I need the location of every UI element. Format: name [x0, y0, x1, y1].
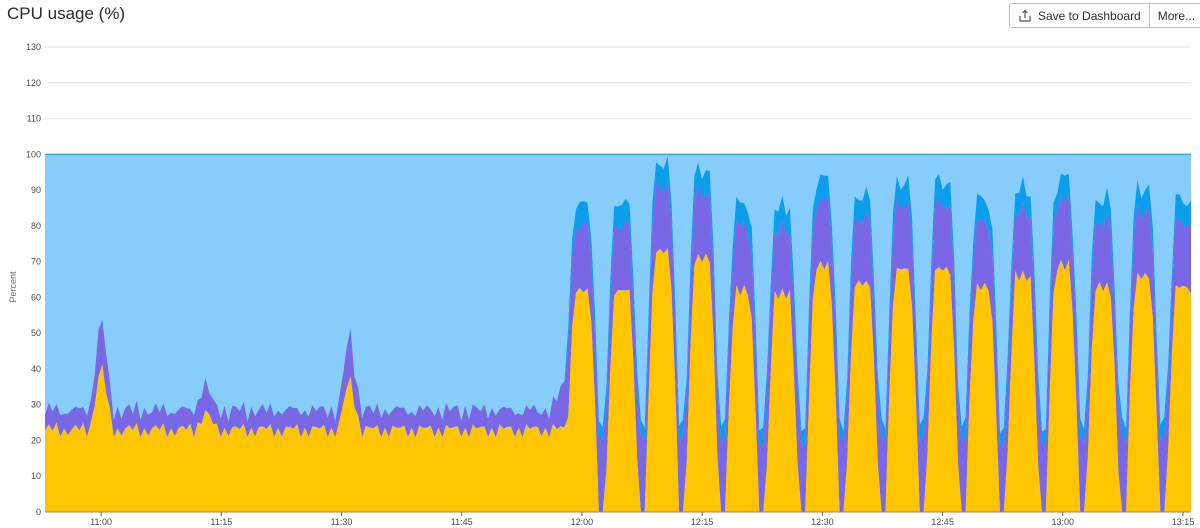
x-tick-label: 12:45	[931, 517, 954, 527]
x-tick-label: 13:15	[1172, 517, 1195, 527]
x-tick-label: 12:15	[691, 517, 714, 527]
y-axis-label: Percent	[8, 271, 18, 303]
y-tick-label: 90	[31, 185, 41, 195]
x-tick-label: 11:45	[451, 517, 473, 527]
y-tick-label: 130	[26, 42, 41, 52]
y-tick-label: 100	[26, 149, 41, 159]
system-area	[45, 156, 1191, 445]
y-tick-label: 0	[36, 507, 41, 517]
y-tick-label: 10	[31, 471, 41, 481]
save-to-dashboard-label: Save to Dashboard	[1038, 8, 1141, 23]
y-tick-label: 40	[31, 364, 41, 374]
y-tick-label: 60	[31, 292, 41, 302]
chart-actions: Save to Dashboard More...	[1009, 3, 1200, 28]
x-axis: 11:00 11:15 11:30 11:45 12:00 12:15 12:30 12:45…	[45, 511, 1195, 527]
y-tick-label: 70	[31, 257, 41, 267]
steal-area	[45, 248, 1191, 513]
page-title: CPU usage (%)	[7, 4, 126, 23]
save-to-dashboard-button[interactable]: Save to Dashboard	[1010, 4, 1149, 27]
user-area	[45, 180, 1191, 512]
y-tick-label: 110	[27, 114, 41, 124]
y-tick-label: 80	[31, 221, 41, 231]
x-tick-label: 11:30	[331, 517, 353, 527]
y-tick-label: 20	[31, 435, 41, 445]
y-tick-label: 120	[26, 78, 41, 88]
x-tick-label: 12:30	[811, 517, 834, 527]
x-tick-label: 11:00	[90, 517, 112, 527]
x-tick-label: 11:15	[210, 517, 232, 527]
y-axis: 0 10 20 30 40 50 60 70 80 90 100 110 120 130	[26, 42, 41, 517]
x-tick-label: 13:00	[1052, 517, 1075, 527]
export-icon	[1018, 9, 1032, 23]
y-tick-label: 50	[31, 328, 41, 338]
y-tick-label: 30	[31, 400, 41, 410]
x-tick-label: 12:00	[571, 517, 594, 527]
more-button[interactable]: More...	[1148, 4, 1200, 27]
plot-areas	[45, 153, 1191, 513]
